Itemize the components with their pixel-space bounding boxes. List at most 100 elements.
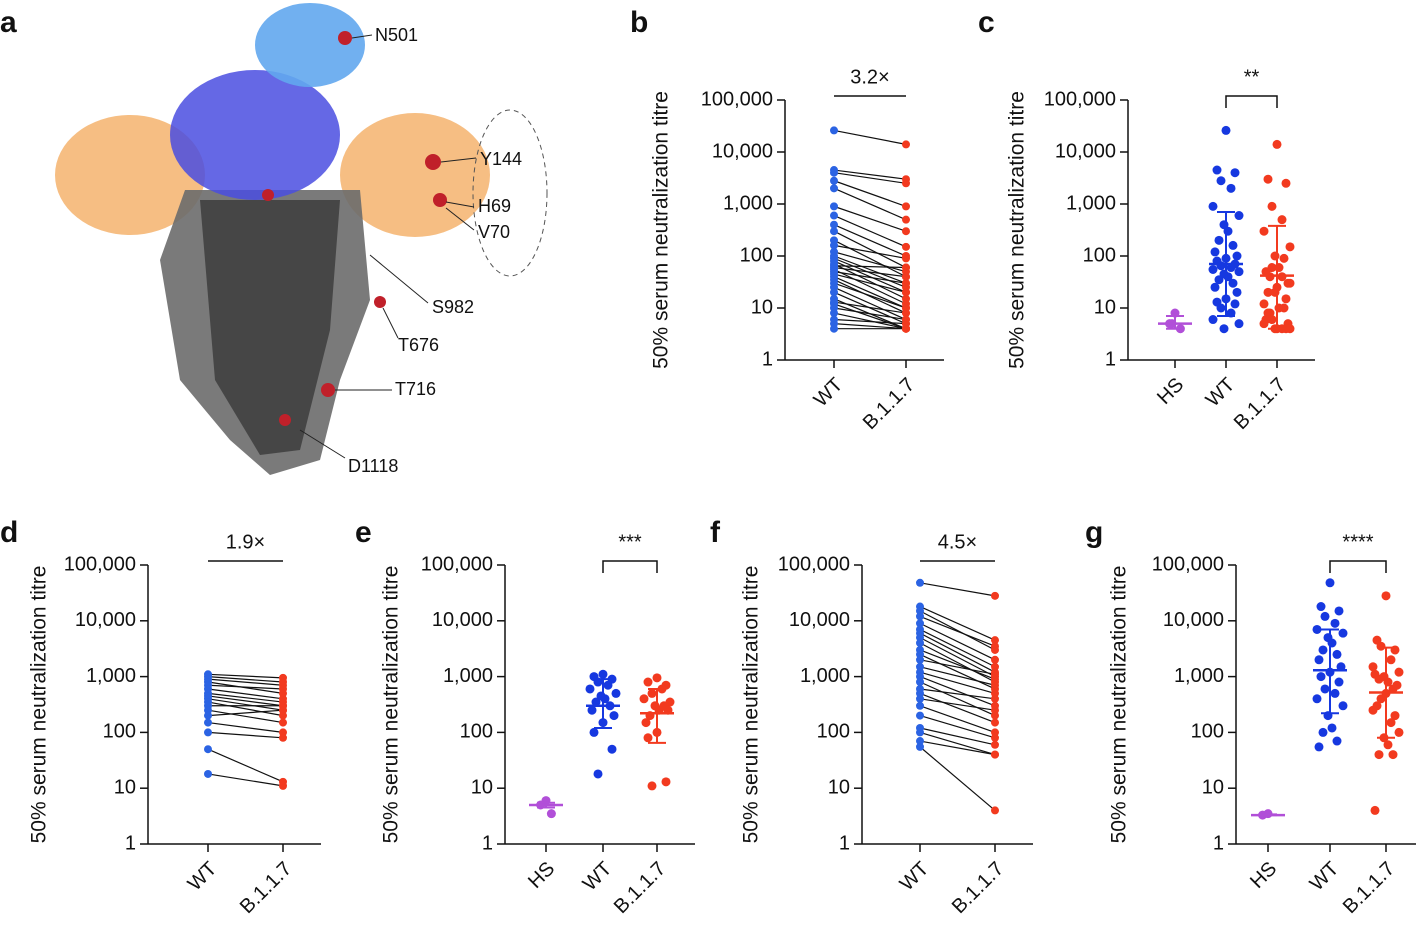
pair-line: [833, 187, 907, 221]
point: [1281, 294, 1291, 304]
point: [991, 740, 999, 749]
pair-line: [919, 653, 996, 690]
point: [1320, 611, 1330, 621]
point: [902, 324, 910, 333]
point: [643, 677, 653, 687]
annotation: ****: [1342, 531, 1373, 553]
point: [1267, 201, 1277, 211]
point: [830, 211, 838, 220]
point: [593, 769, 603, 779]
y-tick-label: 10: [114, 776, 136, 798]
bracket: [1225, 95, 1278, 108]
point: [830, 176, 838, 185]
bracket: [602, 560, 658, 573]
panel-letter: d: [0, 516, 18, 549]
point: [1327, 638, 1337, 648]
pair-line: [833, 205, 907, 232]
x-tick-label: HS: [1153, 374, 1188, 409]
point: [916, 639, 924, 648]
y-tick-label: 10,000: [75, 609, 136, 631]
y-tick-label: 1,000: [800, 665, 850, 687]
point: [591, 697, 601, 707]
point: [589, 727, 599, 737]
panel-letter: c: [978, 6, 995, 39]
residue-label: T716: [395, 379, 436, 399]
pair-line: [919, 746, 996, 811]
point: [204, 745, 212, 754]
x-tick-label: B.1.1.7: [859, 374, 919, 434]
y-axis-label: 50% serum neutralization titre: [1108, 566, 1131, 844]
point: [1234, 319, 1244, 329]
y-tick-label: 10: [471, 776, 493, 798]
point: [902, 227, 910, 236]
y-tick-label: 1: [762, 348, 773, 370]
point: [1216, 176, 1226, 186]
point: [585, 684, 595, 694]
point: [1390, 711, 1400, 721]
pair-line: [919, 740, 996, 756]
residue-label: V70: [478, 222, 510, 242]
y-tick-label: 100,000: [701, 88, 773, 110]
pair-line: [919, 632, 996, 673]
point: [1259, 319, 1269, 329]
point: [916, 711, 924, 720]
dashed-outline: [472, 109, 548, 277]
y-tick-label: 10: [1094, 296, 1116, 318]
point: [1267, 315, 1277, 325]
point: [1318, 645, 1328, 655]
chart-panel: d 50% serum neutralization titre 100,000 10…: [0, 516, 321, 918]
pair-line: [833, 244, 907, 259]
pair-line: [207, 748, 284, 783]
panel-letter: f: [710, 516, 721, 549]
point: [1230, 168, 1240, 178]
pair-line: [919, 637, 996, 678]
point: [1216, 261, 1226, 271]
pair-line: [919, 582, 996, 597]
pair-line: [833, 251, 907, 273]
point: [1212, 165, 1222, 175]
x-tick-label: WT: [184, 858, 222, 896]
y-axis-label: 50% serum neutralization titre: [28, 566, 51, 844]
pair-line: [207, 773, 284, 787]
point: [902, 288, 910, 297]
bracket: [1329, 560, 1387, 573]
chart-panel: e 50% serum neutralization titre 100,000 10…: [355, 516, 695, 918]
pair-line: [919, 606, 996, 641]
point: [1208, 315, 1218, 325]
point: [902, 272, 910, 281]
point: [1208, 201, 1218, 211]
point: [830, 220, 838, 229]
y-axis-label: 50% serum neutralization titre: [650, 91, 673, 369]
point: [279, 733, 287, 742]
point: [1214, 235, 1224, 245]
point: [1374, 750, 1384, 760]
y-tick-label: 100,000: [421, 553, 493, 575]
pair-line: [833, 323, 907, 330]
pair-line: [919, 622, 996, 661]
chart-panel: c 50% serum neutralization titre 100,000 10…: [978, 6, 1315, 434]
point: [902, 179, 910, 188]
residue-label: T676: [398, 335, 439, 355]
point: [1285, 242, 1295, 252]
point: [1259, 226, 1269, 236]
point: [1230, 299, 1240, 309]
point: [1332, 649, 1342, 659]
point: [1277, 215, 1287, 225]
point: [647, 688, 657, 698]
pair-line: [919, 615, 996, 647]
point: [1376, 694, 1386, 704]
point: [991, 750, 999, 759]
pair-line: [833, 303, 907, 330]
point: [1226, 183, 1236, 193]
point: [1221, 125, 1231, 135]
x-tick-label: B.1.1.7: [610, 858, 670, 918]
point: [1338, 701, 1348, 711]
point: [830, 241, 838, 250]
x-tick-label: B.1.1.7: [236, 858, 296, 918]
point: [643, 733, 653, 743]
pair-line: [833, 279, 907, 314]
point: [991, 718, 999, 727]
pair-line: [207, 721, 284, 733]
chart-panel: g50% serum neutralization titre 100,000 10…: [1085, 516, 1416, 918]
pair-line: [833, 265, 907, 269]
